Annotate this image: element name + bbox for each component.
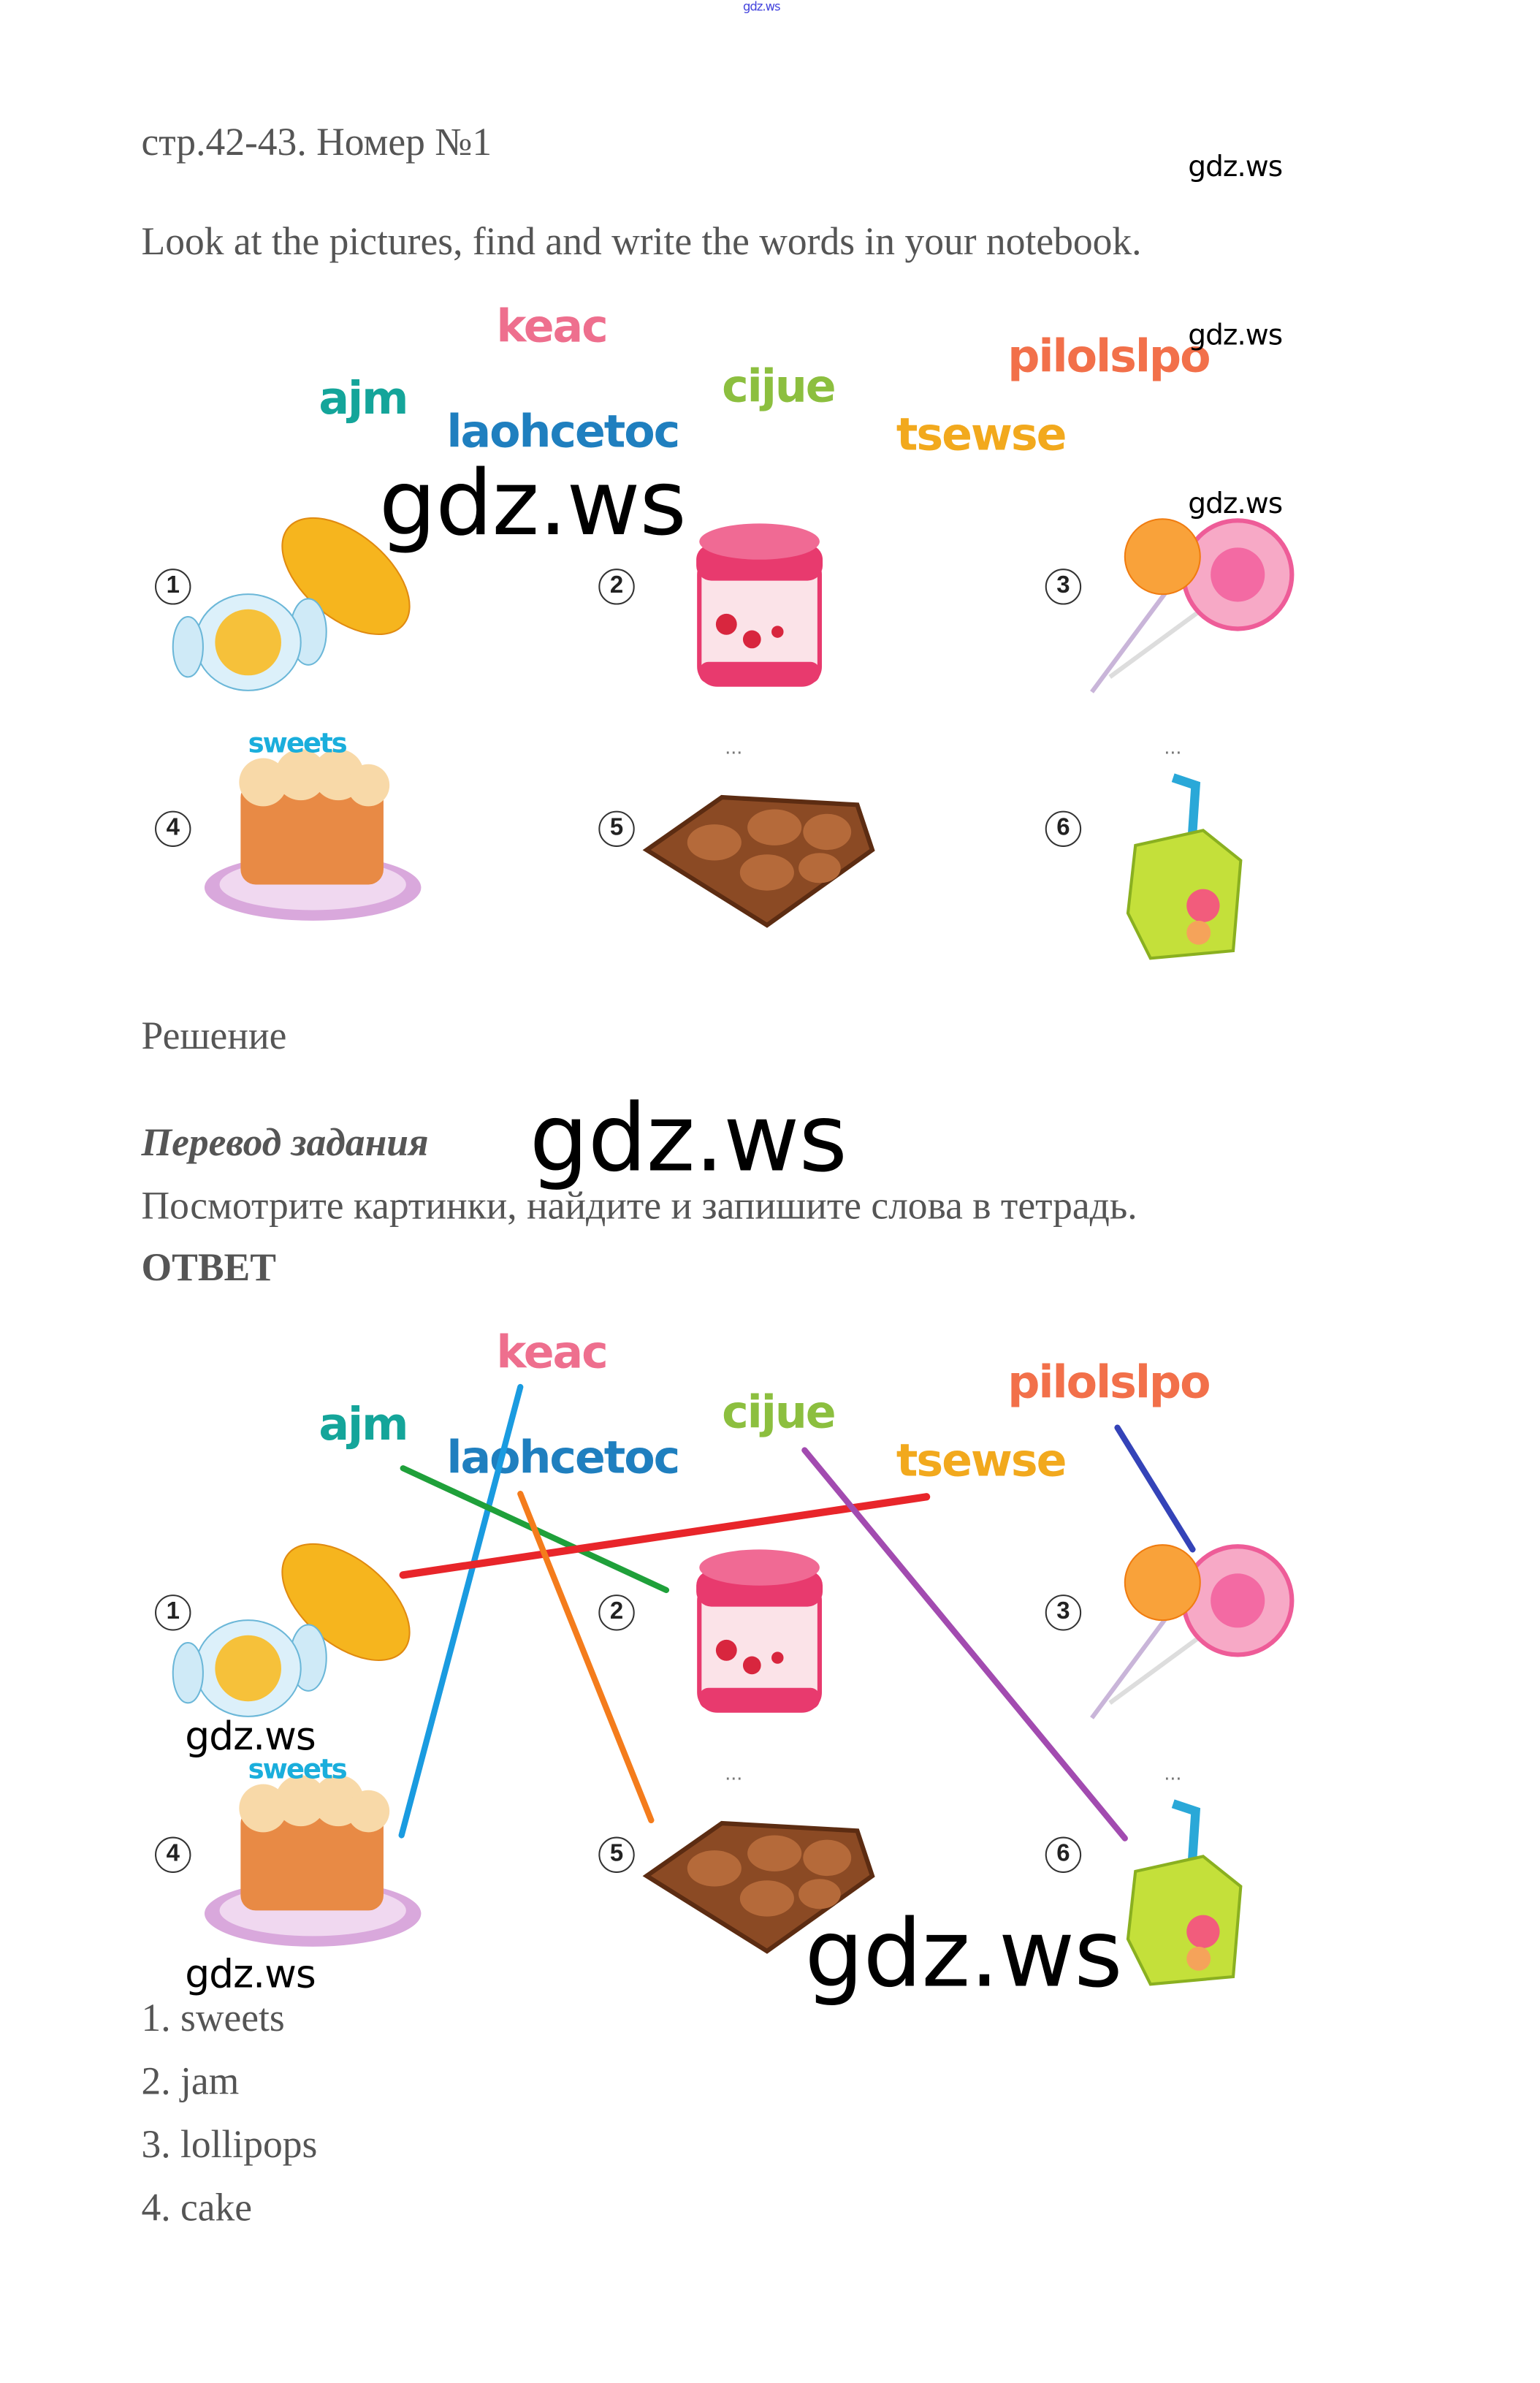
item-number: 3: [1045, 569, 1082, 605]
answer-line-cijue: [801, 1447, 1128, 1842]
juice-box-image: [1126, 773, 1243, 960]
translation-text: Посмотрите картинки, найдите и запишите …: [141, 1184, 1137, 1228]
blank-placeholder: ...: [1164, 1760, 1182, 1785]
food-picture: [632, 1801, 888, 1974]
item-number: 5: [598, 1836, 635, 1873]
watermark: gdz.ws: [1188, 319, 1283, 352]
jam-jar-image: [696, 1549, 823, 1713]
watermark: gdz.ws: [185, 1714, 316, 1760]
answer-line-keac: [398, 1383, 524, 1839]
answer-item: 4. cake: [141, 2186, 253, 2230]
food-picture: [1113, 770, 1263, 973]
scrambled-word: laohcetoc: [446, 1432, 680, 1485]
food-picture: [158, 504, 443, 707]
solution-heading: Решение: [141, 1014, 287, 1058]
chocolate-image: [642, 794, 875, 928]
scrambled-word: tsewse: [896, 1434, 1067, 1488]
item-number: 2: [598, 569, 635, 605]
scrambled-word: laohcetoc: [446, 406, 680, 459]
item-number: 6: [1045, 810, 1082, 847]
watermark: gdz.ws: [1188, 487, 1283, 521]
food-picture: [1080, 1538, 1305, 1741]
item-number: 2: [598, 1595, 635, 1631]
item-number: 4: [155, 1836, 191, 1873]
watermark-large: gdz.ws: [529, 1083, 847, 1193]
item-number: 6: [1045, 1836, 1082, 1873]
blank-placeholder: ...: [725, 734, 743, 759]
item-number: 1: [155, 1595, 191, 1631]
candy-sweets-image: [172, 1543, 411, 1717]
scrambled-word: ajm: [319, 373, 408, 426]
jam-jar-image: [696, 523, 823, 687]
watermark: gdz.ws: [1188, 150, 1283, 184]
item-number: 4: [155, 810, 191, 847]
scrambled-word: cijue: [722, 361, 836, 414]
food-picture: [685, 1538, 835, 1725]
answer-item: 3. lollipops: [141, 2122, 318, 2167]
example-word: sweets: [248, 1754, 348, 1786]
answer-heading: ОТВЕТ: [141, 1245, 276, 1290]
answer-picture: keac ajm laohcetoc cijue pilolslpo tsewse 1 2 3 4…: [0, 1327, 1540, 2019]
lollipop-image: [1090, 518, 1295, 693]
cake-image: [204, 1775, 422, 1947]
candy-sweets-image: [172, 517, 411, 691]
item-number: 5: [598, 810, 635, 847]
scrambled-word: tsewse: [896, 408, 1067, 462]
item-number: 1: [155, 569, 191, 605]
food-picture: [196, 1763, 436, 1966]
watermark: gdz.ws: [185, 1953, 316, 1998]
item-number: 3: [1045, 1595, 1082, 1631]
food-picture: [685, 512, 835, 699]
lollipop-image: [1090, 1544, 1295, 1719]
food-picture: [196, 737, 436, 940]
scrambled-word: ajm: [319, 1399, 408, 1452]
scrambled-word: cijue: [722, 1387, 836, 1440]
scrambled-word: pilolslpo: [1007, 330, 1211, 384]
answer-line-laohcetoc: [517, 1491, 655, 1824]
food-picture: [158, 1530, 443, 1733]
blank-placeholder: ...: [1164, 734, 1182, 759]
translation-heading: Перевод задания: [141, 1120, 429, 1165]
chocolate-image: [642, 1820, 875, 1954]
scrambled-word: keac: [496, 1326, 608, 1380]
top-watermark: gdz.ws: [742, 0, 781, 14]
scrambled-word: pilolslpo: [1007, 1356, 1211, 1410]
watermark-large: gdz.ws: [378, 451, 687, 557]
answer-item: 1. sweets: [141, 1996, 285, 2040]
answer-line-tsewse: [399, 1493, 931, 1579]
food-picture: [1113, 1796, 1263, 1999]
page-title: стр.42-43. Номер №1: [141, 120, 492, 164]
food-picture: [632, 775, 888, 948]
juice-box-image: [1126, 1799, 1243, 1986]
answer-line-pilolslpo: [1114, 1424, 1196, 1553]
blank-placeholder: ...: [725, 1760, 743, 1785]
food-picture: [1080, 512, 1305, 715]
answer-item: 2. jam: [141, 2059, 240, 2103]
example-word: sweets: [248, 728, 348, 760]
scrambled-word: keac: [496, 300, 608, 354]
watermark-large: gdz.ws: [804, 1898, 1122, 2009]
cake-image: [204, 749, 422, 921]
exercise-picture: keac ajm laohcetoc cijue pilolslpo tsewse 1 2 3 4…: [0, 301, 1540, 993]
instruction: Look at the pictures, find and write the…: [141, 219, 1142, 264]
